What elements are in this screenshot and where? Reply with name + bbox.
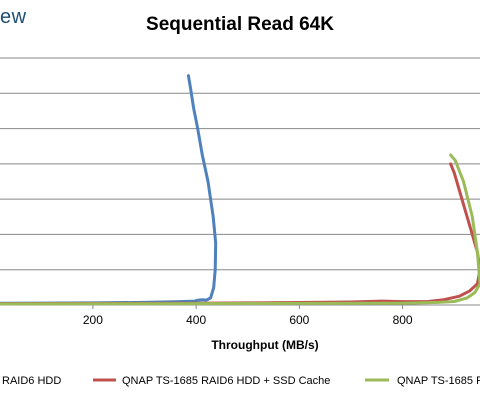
x-tick-label-2: 600 xyxy=(289,313,309,327)
logo-fragment: ew xyxy=(0,6,27,28)
tick-labels: 200 400 600 800 xyxy=(83,313,413,327)
gridlines xyxy=(0,57,480,306)
series-lines xyxy=(0,74,480,306)
series-line-1 xyxy=(0,162,480,306)
x-axis-title: Throughput (MB/s) xyxy=(211,338,318,352)
axes xyxy=(0,304,480,309)
series-line-2 xyxy=(0,153,480,306)
x-tick-label-1: 400 xyxy=(186,313,206,327)
legend-label-1: QNAP TS-1685 RAID6 HDD + SSD Cache xyxy=(122,375,330,387)
x-tick-label-0: 200 xyxy=(83,313,103,327)
legend-label-0: RAID6 HDD xyxy=(2,375,61,387)
legend: RAID6 HDD QNAP TS-1685 RAID6 HDD + SSD Ca… xyxy=(2,375,480,387)
x-tick-label-3: 800 xyxy=(393,313,413,327)
chart-title: Sequential Read 64K xyxy=(146,14,334,35)
legend-label-2: QNAP TS-1685 R xyxy=(397,375,480,387)
series-line-0 xyxy=(0,74,218,305)
